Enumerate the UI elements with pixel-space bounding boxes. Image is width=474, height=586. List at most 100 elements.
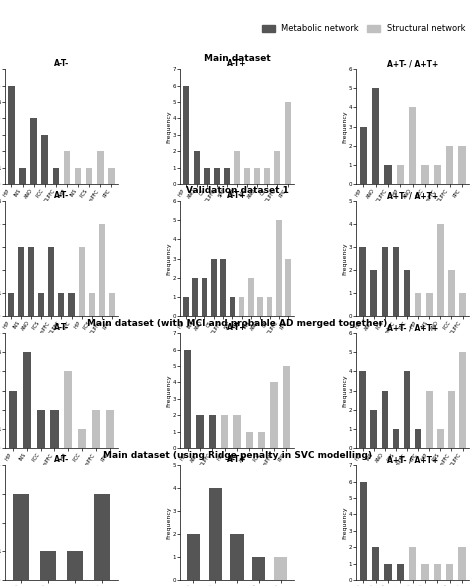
Bar xyxy=(246,432,253,448)
Bar xyxy=(233,415,241,448)
Bar xyxy=(239,297,245,316)
Y-axis label: Frequency: Frequency xyxy=(342,506,347,539)
Bar xyxy=(446,564,453,580)
Bar xyxy=(184,350,191,448)
Bar xyxy=(459,352,466,448)
Bar xyxy=(257,297,263,316)
Bar xyxy=(276,220,282,316)
Bar xyxy=(13,494,29,580)
Bar xyxy=(78,429,86,448)
Bar xyxy=(437,224,444,316)
Bar xyxy=(244,168,250,184)
Y-axis label: Frequency: Frequency xyxy=(342,110,347,143)
Y-axis label: Frequency: Frequency xyxy=(342,242,347,275)
Bar xyxy=(48,247,55,316)
Title: A-T-: A-T- xyxy=(54,323,69,332)
Bar xyxy=(220,258,226,316)
Text: Main dataset: Main dataset xyxy=(204,54,270,63)
Title: A-T-: A-T- xyxy=(54,59,69,69)
Bar xyxy=(421,165,428,184)
X-axis label: Variables selected: Variables selected xyxy=(384,337,441,342)
Bar xyxy=(183,86,190,184)
Bar xyxy=(209,415,216,448)
Title: A-T+: A-T+ xyxy=(227,59,247,69)
Bar xyxy=(359,247,366,316)
Text: Main dataset (with MCI and probable AD merged together): Main dataset (with MCI and probable AD m… xyxy=(87,319,387,328)
Bar xyxy=(89,293,95,316)
Bar xyxy=(40,551,56,580)
Bar xyxy=(252,557,265,580)
Text: Validation dataset 1: Validation dataset 1 xyxy=(185,186,289,196)
Title: A+T- / A+T+: A+T- / A+T+ xyxy=(387,323,438,332)
X-axis label: Variables selected: Variables selected xyxy=(208,205,266,210)
Title: A-T+: A-T+ xyxy=(227,455,247,464)
Title: A-T+: A-T+ xyxy=(227,191,247,200)
Bar xyxy=(202,278,207,316)
Y-axis label: Frequency: Frequency xyxy=(166,374,171,407)
Bar xyxy=(53,168,59,184)
Bar xyxy=(50,410,59,448)
Bar xyxy=(68,293,74,316)
Bar xyxy=(64,151,70,184)
Bar xyxy=(18,247,24,316)
Bar xyxy=(193,151,200,184)
Bar xyxy=(458,547,465,580)
Y-axis label: Frequency: Frequency xyxy=(166,506,171,539)
Bar xyxy=(30,118,37,184)
Bar xyxy=(192,278,198,316)
Bar xyxy=(372,547,379,580)
Bar xyxy=(79,247,85,316)
Bar xyxy=(392,247,399,316)
Bar xyxy=(94,494,110,580)
Y-axis label: Frequency: Frequency xyxy=(166,242,171,275)
Bar xyxy=(67,551,83,580)
Bar xyxy=(360,127,367,184)
Bar xyxy=(384,564,392,580)
Y-axis label: Frequency: Frequency xyxy=(166,110,171,143)
Bar xyxy=(187,534,200,580)
Title: A+T- / A+T+: A+T- / A+T+ xyxy=(387,59,438,69)
Bar xyxy=(8,293,14,316)
Bar xyxy=(97,151,104,184)
X-axis label: Variables selected: Variables selected xyxy=(208,337,266,342)
Bar xyxy=(384,165,392,184)
Bar xyxy=(264,168,270,184)
Bar xyxy=(415,429,421,448)
X-axis label: Variables selected: Variables selected xyxy=(208,469,266,474)
Bar xyxy=(409,547,416,580)
X-axis label: Variables selected: Variables selected xyxy=(384,205,441,210)
Bar xyxy=(221,415,228,448)
Bar xyxy=(382,247,388,316)
Bar xyxy=(458,146,465,184)
Bar xyxy=(360,482,367,580)
Bar xyxy=(274,151,281,184)
Bar xyxy=(258,432,265,448)
Bar xyxy=(446,146,453,184)
Bar xyxy=(106,410,114,448)
Bar xyxy=(64,372,73,448)
Bar xyxy=(409,107,416,184)
Bar xyxy=(92,410,100,448)
Bar xyxy=(86,168,92,184)
Bar xyxy=(108,168,115,184)
Bar xyxy=(183,297,189,316)
Bar xyxy=(370,410,377,448)
Bar xyxy=(270,383,278,448)
Title: A+T- / A+T+: A+T- / A+T+ xyxy=(387,455,438,464)
Bar xyxy=(214,168,220,184)
Bar xyxy=(36,410,45,448)
Bar xyxy=(382,391,388,448)
Bar xyxy=(23,352,31,448)
Bar xyxy=(248,278,254,316)
Bar xyxy=(372,88,379,184)
Title: A-T-: A-T- xyxy=(54,191,69,200)
Text: Main dataset (using Ridge penalty in SVC modelling): Main dataset (using Ridge penalty in SVC… xyxy=(102,451,372,459)
X-axis label: Variables selected: Variables selected xyxy=(33,468,90,473)
Bar xyxy=(437,429,444,448)
Bar xyxy=(426,293,433,316)
Bar xyxy=(404,270,410,316)
Bar xyxy=(9,391,17,448)
Bar xyxy=(267,297,272,316)
Bar xyxy=(284,102,291,184)
Bar xyxy=(421,564,428,580)
